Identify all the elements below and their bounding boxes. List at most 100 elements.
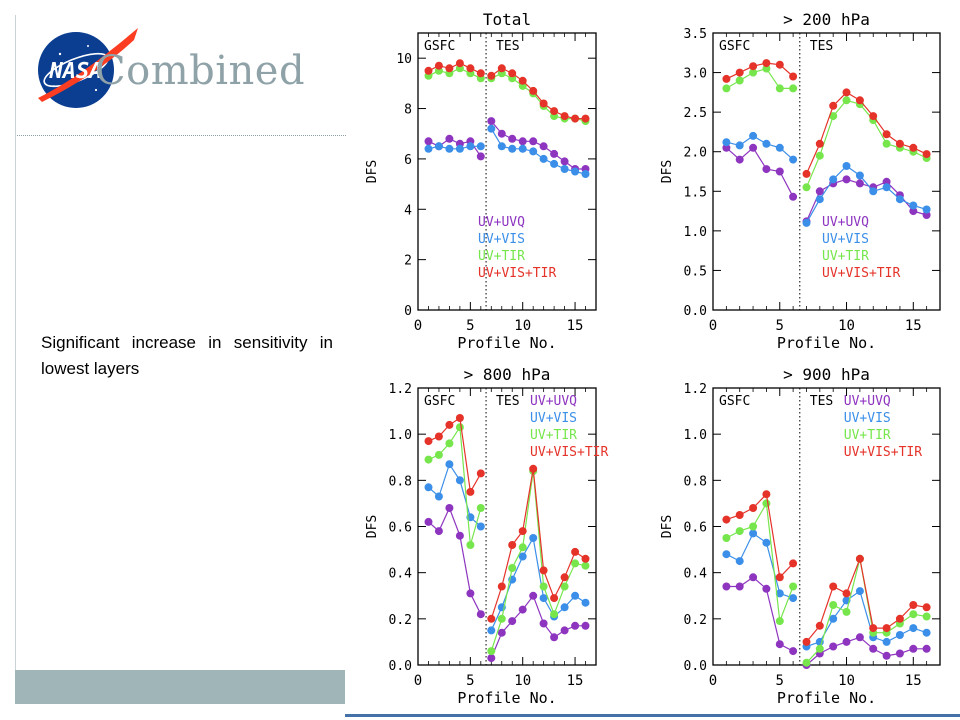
- chart4-point-uv-vis: [909, 624, 917, 632]
- chart3-point-uv-vis: [445, 460, 453, 468]
- chart3-point-uv-tir: [466, 541, 474, 549]
- chart4-line-uv-uvq: [807, 637, 927, 665]
- chart2-ytick-label: 0.0: [684, 304, 707, 319]
- chart3-region-label-tes: TES: [496, 394, 519, 409]
- chart4-region-label-tes: TES: [810, 394, 833, 409]
- chart2-point-uv-vis: [829, 175, 837, 183]
- chart1-point-uv-vis: [456, 145, 464, 153]
- chart3-point-uv-uvq: [550, 633, 558, 641]
- chart1-ytick-label: 8: [404, 103, 412, 118]
- chart3-point-uv-tir: [425, 456, 433, 464]
- chart2-point-uv-vis-tir: [843, 88, 851, 96]
- chart3-point-uv-tir: [498, 615, 506, 623]
- chart2-ytick-label: 3.5: [684, 27, 707, 42]
- chart4-point-uv-tir: [923, 613, 931, 621]
- chart1-point-uv-vis: [435, 142, 443, 150]
- chart2-point-uv-vis: [749, 132, 757, 140]
- chart4-xtick-label: 5: [776, 673, 784, 689]
- chart2-point-uv-vis: [722, 138, 730, 146]
- chart1-region-label-tes: TES: [496, 39, 519, 54]
- chart1-xtick-label: 10: [514, 318, 531, 334]
- chart1-point-uv-vis: [561, 165, 569, 173]
- chart1-point-uv-vis-tir: [529, 87, 537, 95]
- chart4-point-uv-uvq: [883, 652, 891, 660]
- chart4-line-uv-vis-tir: [726, 494, 793, 577]
- chart4-xtick-label: 15: [905, 673, 922, 689]
- chart3-point-uv-uvq: [571, 622, 579, 630]
- chart2-point-uv-vis: [776, 144, 784, 152]
- chart4-ytick-label: 0.0: [684, 659, 707, 674]
- chart2-point-uv-vis: [856, 172, 864, 180]
- chart4-line-uv-vis: [807, 591, 927, 646]
- chart4-point-uv-uvq: [762, 585, 770, 593]
- chart3-ytick-label: 1.0: [389, 428, 412, 443]
- chart1-point-uv-vis: [508, 145, 516, 153]
- chart3-point-uv-vis: [435, 493, 443, 501]
- chart1-point-uv-vis-tir: [435, 62, 443, 70]
- chart2-point-uv-vis-tir: [923, 150, 931, 158]
- chart3-point-uv-vis-tir: [466, 488, 474, 496]
- chart2-point-uv-tir: [883, 140, 891, 148]
- chart4-point-uv-vis-tir: [816, 622, 824, 630]
- chart2-point-uv-vis: [789, 156, 797, 164]
- chart4-legend-uv-vis: UV+VIS: [844, 411, 891, 426]
- chart2-point-uv-uvq: [856, 179, 864, 187]
- chart4-point-uv-vis: [923, 629, 931, 637]
- chart1-ytick-label: 6: [404, 153, 412, 168]
- chart4-point-uv-uvq: [829, 643, 837, 651]
- chart1-point-uv-vis: [425, 145, 433, 153]
- chart2-point-uv-vis: [843, 162, 851, 170]
- chart4-point-uv-tir: [816, 645, 824, 653]
- chart3-point-uv-uvq: [519, 606, 527, 614]
- chart2-line-uv-vis-tir: [807, 92, 927, 173]
- chart3-legend-uv-uvq: UV+UVQ: [530, 394, 577, 409]
- chart3-point-uv-vis: [529, 534, 537, 542]
- chart1-legend-uv-uvq: UV+UVQ: [478, 215, 525, 230]
- chart2-point-uv-vis-tir: [829, 102, 837, 110]
- chart1-point-uv-vis: [477, 142, 485, 150]
- chart3-point-uv-vis-tir: [571, 548, 579, 556]
- chart2-point-uv-vis: [803, 219, 811, 227]
- chart3-point-uv-vis-tir: [435, 433, 443, 441]
- chart1-point-uv-uvq: [487, 117, 495, 125]
- chart2-xtick-label: 10: [838, 318, 855, 334]
- chart1-legend-uv-vis-tir: UV+VIS+TIR: [478, 266, 556, 281]
- chart4-point-uv-tir: [829, 601, 837, 609]
- chart3-xtick-label: 10: [514, 673, 531, 689]
- chart3-ytick-label: 0.4: [389, 567, 413, 582]
- chart4-point-uv-tir: [909, 610, 917, 618]
- chart1-point-uv-uvq: [561, 157, 569, 165]
- chart2-region-label-gsfc: GSFC: [719, 39, 750, 54]
- chart1-point-uv-vis: [466, 142, 474, 150]
- chart1-point-uv-vis-tir: [456, 59, 464, 67]
- chart4-point-uv-vis-tir: [883, 624, 891, 632]
- chart1-ytick-label: 10: [396, 52, 412, 67]
- chart4-line-uv-vis-tir: [807, 559, 927, 642]
- chart3-point-uv-vis-tir: [508, 541, 516, 549]
- chart2-point-uv-vis: [883, 183, 891, 191]
- chart3-point-uv-vis-tir: [425, 437, 433, 445]
- chart2-point-uv-tir: [816, 152, 824, 160]
- chart2-point-uv-uvq: [749, 144, 757, 152]
- chart1-point-uv-uvq: [540, 142, 548, 150]
- chart2-ytick-label: 0.5: [684, 264, 707, 279]
- chart2-point-uv-uvq: [736, 156, 744, 164]
- chart3-point-uv-tir: [456, 423, 464, 431]
- chart4-point-uv-vis-tir: [749, 504, 757, 512]
- chart3-legend-uv-vis: UV+VIS: [530, 411, 577, 426]
- chart4-legend-uv-uvq: UV+UVQ: [844, 394, 891, 409]
- chart3-region-label-gsfc: GSFC: [424, 394, 455, 409]
- chart1-point-uv-uvq: [529, 137, 537, 145]
- chart1-point-uv-vis: [550, 160, 558, 168]
- chart4-ytick-label: 0.4: [684, 567, 708, 582]
- chart4-ytick-label: 0.6: [684, 521, 707, 536]
- chart2-point-uv-tir: [776, 84, 784, 92]
- chart4-ylabel: DFS: [660, 515, 675, 538]
- chart3-point-uv-uvq: [466, 589, 474, 597]
- chart2-point-uv-vis-tir: [762, 59, 770, 67]
- chart1-point-uv-vis-tir: [487, 72, 495, 80]
- chart2-point-uv-tir: [803, 183, 811, 191]
- chart4-point-uv-vis-tir: [803, 638, 811, 646]
- chart1-point-uv-uvq: [445, 135, 453, 143]
- chart4-point-uv-vis-tir: [869, 624, 877, 632]
